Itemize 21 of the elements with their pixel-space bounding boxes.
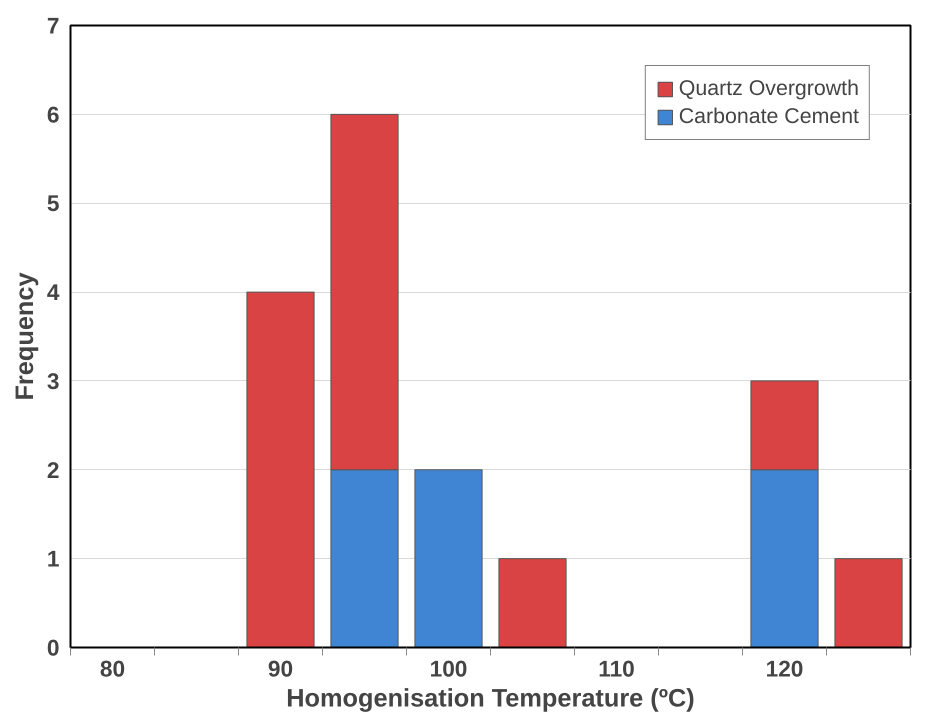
legend-label: Quartz Overgrowth	[678, 76, 859, 101]
bar	[414, 469, 483, 648]
y-tick-label: 5	[46, 190, 60, 216]
x-tick-label: 90	[268, 656, 294, 682]
bar	[834, 558, 903, 648]
x-tick-label: 80	[100, 656, 126, 682]
y-tick-label: 0	[46, 634, 60, 660]
y-tick-label: 2	[46, 456, 60, 483]
legend-label: Carbonate Cement	[678, 104, 859, 129]
bar	[498, 558, 567, 648]
y-tick-label: 6	[46, 101, 60, 128]
x-tick-label: 110	[598, 656, 635, 682]
bar	[246, 292, 315, 648]
y-tick-label: 4	[46, 279, 60, 306]
x-axis-title: Homogenisation Temperature (ºC)	[286, 684, 695, 712]
x-tick-label: 100	[430, 656, 468, 682]
y-tick-label: 7	[46, 12, 60, 38]
y-tick-label: 1	[46, 546, 60, 572]
x-tick-label: 120	[766, 656, 804, 682]
y-axis-title: Frequency	[10, 272, 39, 401]
y-tick-label: 3	[46, 368, 60, 394]
